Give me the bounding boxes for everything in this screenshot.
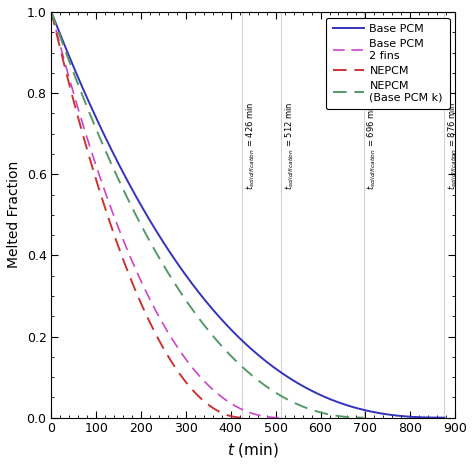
Text: $t_{solidification}$ = 426 min: $t_{solidification}$ = 426 min: [245, 101, 257, 190]
Y-axis label: Melted Fraction: Melted Fraction: [7, 161, 21, 268]
X-axis label: $t$ (min): $t$ (min): [227, 441, 279, 459]
Legend: Base PCM, Base PCM
2 fins, NEPCM, NEPCM
(Base PCM k): Base PCM, Base PCM 2 fins, NEPCM, NEPCM …: [326, 18, 449, 109]
Text: $t_{solidification}$ = 512 min: $t_{solidification}$ = 512 min: [283, 101, 296, 190]
Text: $t_{solidification}$ = 696 min: $t_{solidification}$ = 696 min: [366, 101, 378, 190]
Text: $t_{solidification}$ = 876 min: $t_{solidification}$ = 876 min: [447, 101, 459, 190]
